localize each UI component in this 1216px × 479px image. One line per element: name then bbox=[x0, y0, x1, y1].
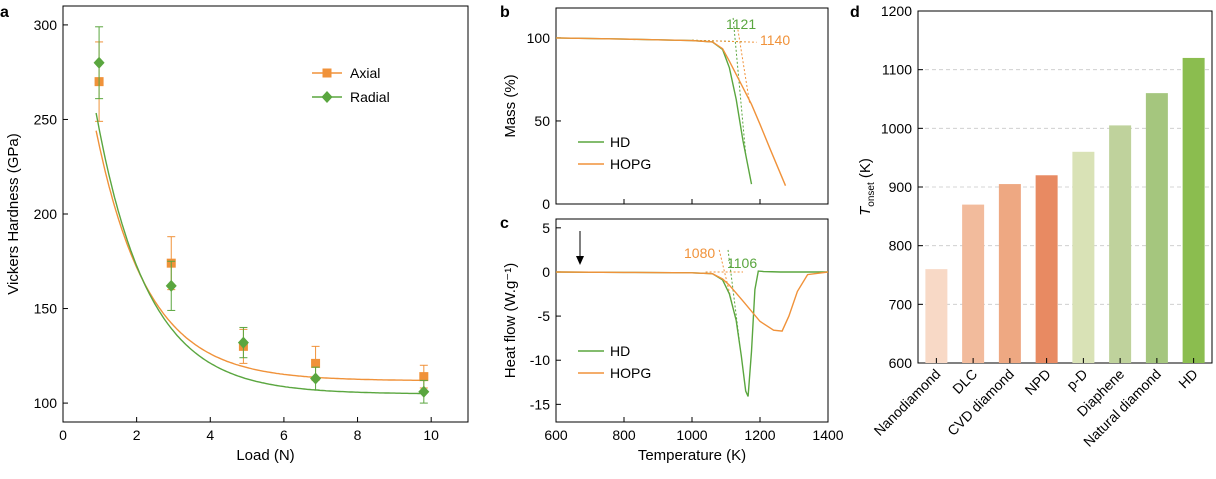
y-axis-label: Vickers Hardness (GPa) bbox=[5, 133, 22, 294]
panel-d-tonset-bars: 600 700 800 900 1000 1100 1200 Nanodiamond DLCCV… bbox=[857, 3, 1213, 450]
x-tick-label: 6 bbox=[280, 427, 288, 443]
panel-label-c: c bbox=[500, 215, 509, 232]
x-axis-label: Load (N) bbox=[236, 447, 294, 464]
legend-label-radial: Radial bbox=[350, 89, 390, 105]
bar-p-d bbox=[1072, 151, 1095, 363]
panel-label-d: d bbox=[850, 4, 860, 21]
category-label: Nanodiamond bbox=[871, 366, 944, 439]
arrow-head bbox=[576, 256, 584, 265]
legend-marker bbox=[322, 68, 332, 78]
x-tick-label: 4 bbox=[206, 427, 214, 443]
panel-c-heatflow-plot: 600 800 1000 1200 1400 -15 -10 -5 0 5 Temperature … bbox=[502, 218, 844, 464]
series-line-hd bbox=[555, 37, 753, 185]
data-point-radial bbox=[237, 336, 249, 349]
annotation-1106: 1106 bbox=[727, 255, 757, 271]
x-tick-label: 0 bbox=[59, 427, 67, 443]
x-tick-label: 600 bbox=[544, 427, 568, 443]
ylabel-main: T bbox=[857, 205, 874, 216]
annotation-1140: 1140 bbox=[760, 32, 790, 48]
x-tick-label: 10 bbox=[423, 427, 439, 443]
annotation-1080: 1080 bbox=[684, 245, 715, 261]
panel-label-a: a bbox=[0, 4, 9, 21]
legend-label-hd: HD bbox=[610, 134, 630, 150]
bar-nanodiamond bbox=[925, 269, 948, 363]
legend-marker bbox=[321, 91, 333, 103]
bar-npd bbox=[1035, 175, 1058, 363]
bar-natural-diamond bbox=[1145, 93, 1168, 363]
category-label: p-D bbox=[1063, 366, 1090, 393]
data-point-radial bbox=[165, 279, 177, 292]
x-tick-label: 1400 bbox=[812, 427, 843, 443]
y-tick-label: 1200 bbox=[881, 3, 912, 19]
y-tick-label: 700 bbox=[889, 296, 913, 312]
y-tick-label: 250 bbox=[34, 111, 58, 127]
legend-label-axial: Axial bbox=[350, 65, 380, 81]
y-tick-label: 50 bbox=[534, 113, 550, 129]
bar-diaphene bbox=[1109, 125, 1132, 364]
bar-hd bbox=[1182, 57, 1205, 363]
y-tick-label: 0 bbox=[542, 264, 550, 280]
series-line-hopg bbox=[555, 271, 829, 332]
data-point-radial bbox=[418, 385, 430, 398]
x-tick-label: 800 bbox=[612, 427, 636, 443]
series-line-hopg bbox=[555, 37, 787, 186]
ylabel-sub: onset bbox=[866, 182, 877, 207]
data-point-radial bbox=[93, 56, 105, 69]
y-tick-label: -5 bbox=[538, 308, 551, 324]
data-point-radial bbox=[310, 372, 322, 385]
panel-label-b: b bbox=[500, 4, 510, 21]
fit-curve-axial bbox=[95, 130, 426, 382]
y-axis-label: Tonset (K) bbox=[857, 158, 877, 216]
y-tick-label: 100 bbox=[34, 395, 58, 411]
y-tick-label: 100 bbox=[527, 30, 551, 46]
onset-line-hopg bbox=[737, 29, 751, 105]
tangent-line-hopg bbox=[691, 39, 757, 43]
y-tick-label: 800 bbox=[889, 238, 913, 254]
category-label: HD bbox=[1175, 366, 1201, 392]
annotation-1121: 1121 bbox=[726, 16, 756, 32]
y-tick-label: -10 bbox=[530, 352, 550, 368]
y-tick-label: 200 bbox=[34, 206, 58, 222]
series-line-hd bbox=[555, 270, 828, 397]
x-tick-label: 2 bbox=[133, 427, 141, 443]
panel-a-hardness-plot: 0 2 4 6 8 10 100 150 200 250 300 Load (N) Vickers Ha… bbox=[5, 5, 469, 464]
y-tick-label: 150 bbox=[34, 301, 58, 317]
plot-frame bbox=[62, 5, 469, 423]
y-tick-label: 5 bbox=[542, 220, 550, 236]
y-tick-label: 900 bbox=[889, 179, 913, 195]
category-label: CVD diamond bbox=[944, 366, 1017, 439]
data-point-axial bbox=[419, 372, 429, 382]
x-axis-label: Temperature (K) bbox=[638, 447, 746, 464]
y-tick-label: 1100 bbox=[882, 62, 912, 78]
y-tick-label: 0 bbox=[542, 196, 550, 212]
x-tick-label: 8 bbox=[354, 427, 362, 443]
bar-cvd-diamond bbox=[998, 184, 1021, 363]
onset-line-hd bbox=[732, 17, 747, 155]
y-tick-label: 600 bbox=[889, 355, 913, 371]
y-tick-label: -15 bbox=[530, 396, 550, 412]
x-tick-label: 1200 bbox=[744, 427, 775, 443]
y-axis-label: Mass (%) bbox=[502, 74, 519, 137]
legend-label-hopg: HOPG bbox=[610, 156, 651, 172]
y-axis-label: Heat flow (W.g⁻¹) bbox=[502, 263, 519, 378]
y-tick-label: 1000 bbox=[881, 120, 912, 136]
y-tick-label: 300 bbox=[34, 17, 58, 33]
category-label: DLC bbox=[949, 366, 980, 397]
legend-label-hd: HD bbox=[610, 343, 630, 359]
ylabel-unit: (K) bbox=[857, 158, 874, 182]
legend-label-hopg: HOPG bbox=[610, 365, 651, 381]
x-tick-label: 1000 bbox=[676, 427, 707, 443]
bar-dlc bbox=[962, 204, 985, 363]
category-label: NPD bbox=[1022, 366, 1054, 398]
data-point-axial bbox=[311, 358, 321, 368]
fit-curve-radial bbox=[95, 112, 426, 395]
